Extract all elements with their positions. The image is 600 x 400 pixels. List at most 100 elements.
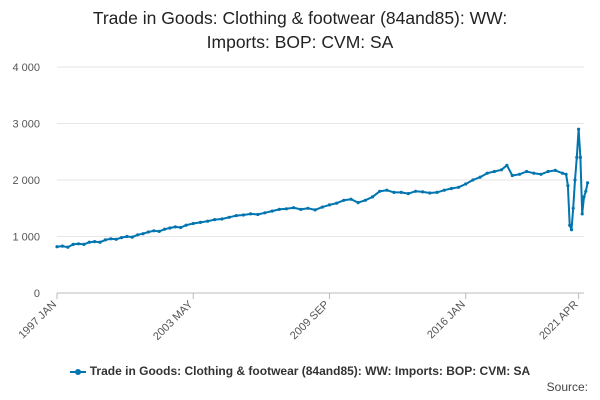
- data-point: [492, 169, 496, 174]
- data-point: [566, 184, 570, 188]
- data-point: [499, 168, 504, 172]
- data-point: [577, 127, 581, 131]
- data-point: [320, 205, 324, 209]
- data-point: [66, 245, 70, 249]
- data-point: [179, 225, 183, 230]
- data-point: [485, 171, 489, 175]
- data-point: [560, 171, 565, 175]
- data-point: [573, 178, 577, 182]
- data-point: [392, 190, 396, 194]
- data-point: [157, 229, 161, 233]
- data-point: [525, 169, 529, 174]
- x-tick-label: 2009 SEP: [288, 299, 332, 343]
- data-point: [449, 186, 453, 191]
- data-point: [578, 155, 583, 159]
- legend-series-label: Trade in Goods: Clothing & footwear (84a…: [89, 364, 531, 378]
- data-point: [87, 240, 91, 244]
- data-point: [421, 190, 425, 194]
- data-point: [284, 207, 288, 211]
- legend[interactable]: Trade in Goods: Clothing & footwear (84a…: [0, 364, 600, 378]
- source-label: Source:: [546, 380, 588, 394]
- chart-title-line-1: Trade in Goods: Clothing & footwear (84a…: [92, 8, 508, 28]
- data-point: [505, 163, 509, 167]
- data-point: [130, 235, 134, 239]
- data-point: [98, 240, 102, 244]
- data-point: [306, 206, 310, 210]
- data-point: [313, 208, 317, 212]
- data-point: [586, 181, 590, 185]
- data-point: [406, 192, 410, 196]
- data-point: [292, 206, 296, 210]
- data-point: [119, 236, 124, 240]
- data-point: [93, 240, 97, 244]
- data-point: [103, 238, 107, 242]
- data-point: [553, 168, 557, 172]
- x-tick-label: 2016 JAN: [425, 299, 468, 342]
- data-point: [198, 220, 202, 224]
- y-tick-label: 4 000: [12, 62, 40, 74]
- data-point: [413, 189, 418, 193]
- data-point: [141, 232, 145, 236]
- data-point: [569, 228, 574, 232]
- y-tick-label: 2 000: [12, 175, 40, 187]
- chart-title-line-2: Imports: BOP: CVM: SA: [206, 32, 394, 52]
- y-tick-label: 3 000: [12, 119, 40, 131]
- data-point: [241, 213, 245, 217]
- x-tick-label: 1997 JAN: [16, 299, 59, 342]
- data-point: [146, 230, 150, 234]
- data-point: [270, 209, 274, 213]
- data-point: [191, 221, 195, 226]
- data-point: [163, 227, 167, 231]
- data-point: [582, 195, 586, 199]
- data-point: [471, 178, 475, 182]
- data-point: [55, 245, 59, 249]
- data-point: [125, 234, 129, 239]
- data-point: [517, 172, 522, 176]
- data-point: [168, 226, 172, 230]
- data-point: [564, 172, 568, 176]
- legend-line-marker-icon: [69, 367, 86, 377]
- data-point: [571, 206, 575, 210]
- data-point: [356, 201, 360, 205]
- data-point: [213, 218, 217, 222]
- data-point: [335, 201, 339, 205]
- chart-title: Trade in Goods: Clothing & footwear (84a…: [0, 6, 600, 54]
- data-point: [299, 207, 303, 211]
- data-point: [136, 233, 140, 237]
- data-point: [464, 182, 468, 186]
- data-point: [234, 214, 238, 218]
- data-point: [568, 223, 572, 227]
- data-point: [349, 197, 353, 201]
- data-point: [580, 212, 584, 216]
- data-point: [71, 242, 75, 246]
- data-point: [227, 215, 231, 219]
- data-point: [82, 242, 86, 246]
- series-line: [56, 128, 589, 249]
- data-point: [385, 188, 389, 192]
- y-tick-label: 0: [34, 288, 40, 300]
- data-point: [478, 175, 482, 179]
- data-point: [263, 211, 267, 215]
- data-point: [456, 185, 461, 189]
- data-point: [60, 244, 64, 248]
- y-tick-label: 1 000: [12, 232, 40, 244]
- data-point: [206, 219, 210, 223]
- x-tick-label: 2021 APR: [537, 299, 581, 343]
- data-point: [584, 189, 588, 193]
- data-point: [277, 207, 281, 211]
- data-point: [184, 223, 188, 227]
- data-point: [342, 198, 346, 202]
- data-point: [510, 173, 514, 178]
- data-point: [220, 217, 224, 221]
- data-point: [363, 198, 367, 202]
- data-point: [428, 191, 432, 195]
- data-point: [173, 225, 177, 229]
- data-point: [435, 190, 439, 194]
- data-point: [327, 203, 332, 207]
- data-point: [532, 171, 536, 175]
- data-point: [114, 237, 118, 241]
- x-tick-label: 2003 MAY: [151, 298, 196, 343]
- data-point: [546, 169, 550, 174]
- data-point: [378, 189, 382, 193]
